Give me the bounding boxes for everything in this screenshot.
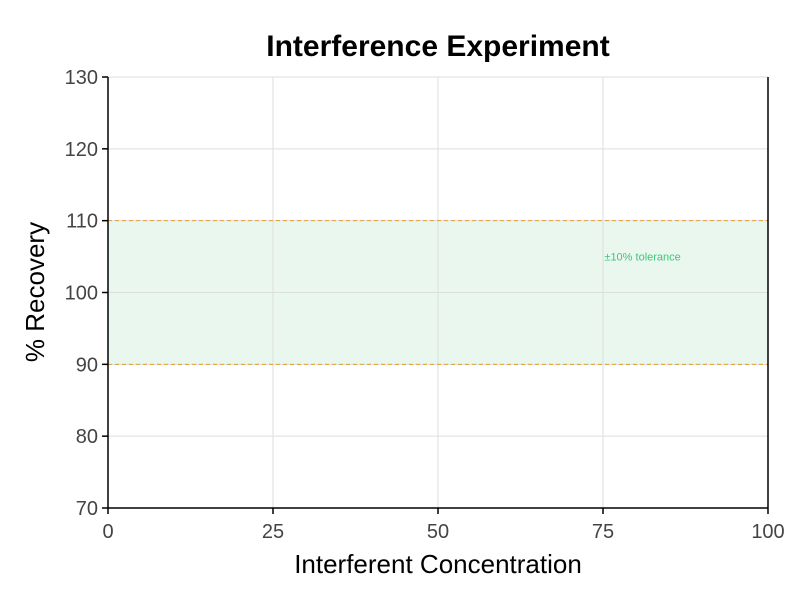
y-tick-label: 90 [76, 354, 98, 376]
x-tick-label: 75 [592, 521, 614, 543]
y-tick-label: 130 [65, 67, 98, 89]
tolerance-label: ±10% tolerance [604, 252, 680, 264]
x-tick-label: 50 [427, 521, 449, 543]
x-tick-label: 100 [751, 521, 784, 543]
chart-title: Interference Experiment [266, 30, 609, 63]
x-axis-title: Interferent Concentration [294, 549, 582, 579]
y-tick-label: 80 [76, 426, 98, 448]
x-tick-label: 25 [262, 521, 284, 543]
y-tick-label: 120 [65, 139, 98, 161]
y-tick-label: 110 [66, 211, 98, 233]
plot-area: ±10% tolerance 70 80 90 100 110 120 130 0 25 50 75 1… [65, 67, 785, 543]
y-tick-label: 100 [65, 283, 98, 305]
y-tick-label: 70 [76, 498, 98, 520]
y-axis-title: % Recovery [20, 222, 50, 362]
x-tick-label: 0 [102, 521, 113, 543]
